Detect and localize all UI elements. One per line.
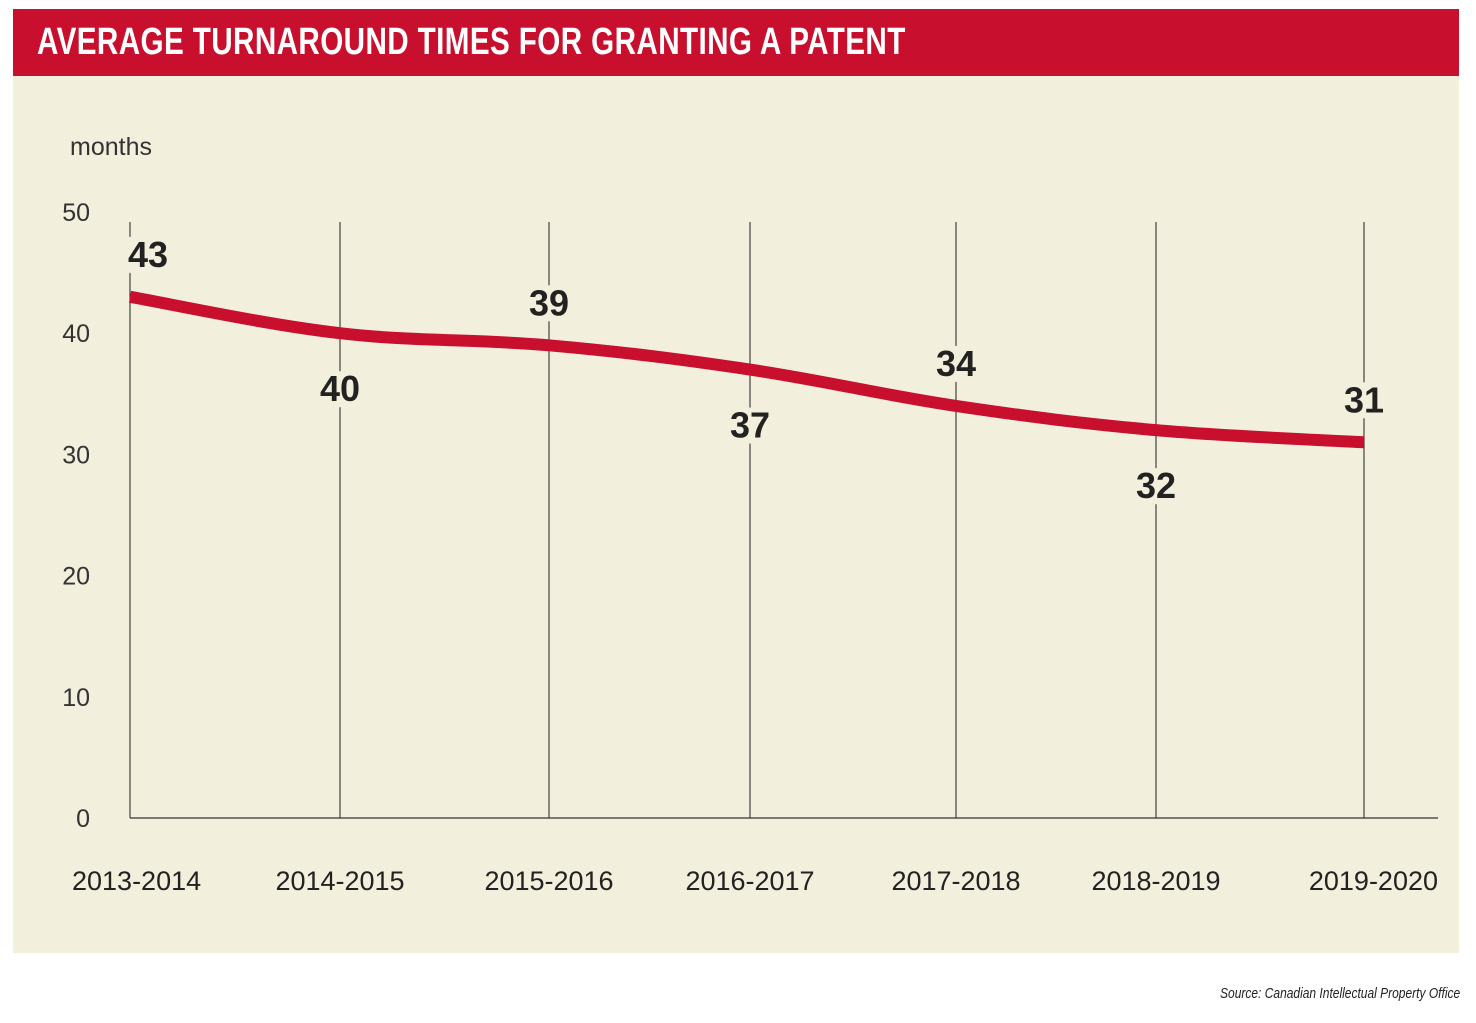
series-line: [128, 290, 1365, 449]
data-label-2016-2017: 37: [730, 405, 770, 446]
x-tick-label-2013-2014: 2013-2014: [72, 866, 201, 896]
data-label-bg: [724, 407, 776, 444]
grid-layer: [129, 222, 1365, 818]
data-label-2017-2018: 34: [936, 343, 976, 384]
y-tick-label-40: 40: [62, 320, 90, 348]
x-tick-label-2015-2016: 2015-2016: [484, 866, 613, 896]
data-label-bg: [104, 236, 156, 273]
x-tick-labels: 2013-2014 2014-2015 2015-2016 2016-2017 2017…: [72, 866, 1438, 896]
chart-title: AVERAGE TURNAROUND TIMES FOR GRANTING A …: [37, 21, 906, 63]
y-tick-label-20: 20: [62, 563, 90, 591]
data-label-bg: [930, 345, 982, 382]
data-label-bg: [1338, 382, 1390, 419]
data-label-2014-2015: 40: [320, 368, 360, 409]
x-tick-label-2018-2019: 2018-2019: [1091, 866, 1220, 896]
y-tick-label-10: 10: [62, 684, 90, 712]
y-axis-unit-label: months: [70, 133, 152, 161]
x-tick-label-2016-2017: 2016-2017: [685, 866, 814, 896]
y-tick-label-30: 30: [62, 441, 90, 469]
x-tick-label-2017-2018: 2017-2018: [891, 866, 1020, 896]
y-tick-label-50: 50: [62, 199, 90, 227]
chart-frame: AVERAGE TURNAROUND TIMES FOR GRANTING A …: [13, 9, 1459, 953]
data-label-bg: [523, 285, 575, 322]
data-label-2019-2020: 31: [1344, 379, 1384, 420]
title-banner: AVERAGE TURNAROUND TIMES FOR GRANTING A …: [13, 9, 1459, 76]
data-label-2013-2014: 43: [128, 234, 168, 275]
data-label-2018-2019: 32: [1136, 465, 1176, 506]
y-tick-label-0: 0: [76, 805, 90, 833]
y-tick-labels: 0 10 20 30 40 50: [62, 199, 90, 833]
data-label-bg: [1130, 468, 1182, 505]
data-label-bg: [314, 371, 366, 408]
x-tick-label-2014-2015: 2014-2015: [275, 866, 404, 896]
data-labels: 43 40 39 37 34 32 31: [104, 234, 1390, 506]
data-label-2015-2016: 39: [529, 282, 569, 323]
source-note: Source: Canadian Intellectual Property O…: [1219, 985, 1460, 1002]
x-tick-label-2019-2020: 2019-2020: [1309, 866, 1438, 896]
